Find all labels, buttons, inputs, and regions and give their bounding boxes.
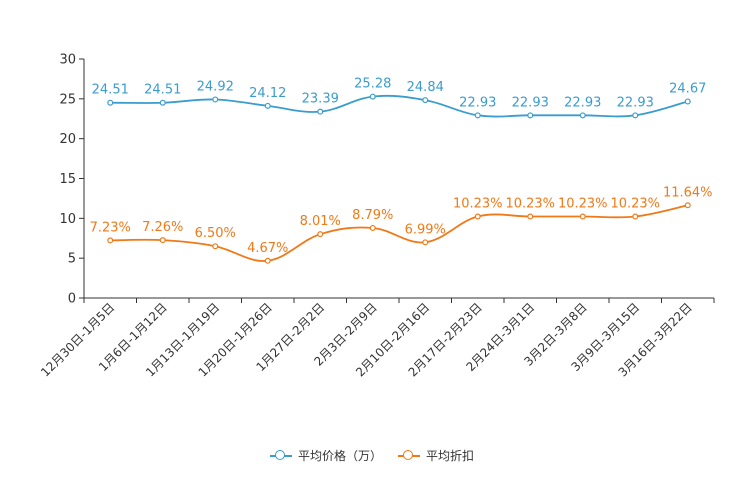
discount-data-label: 8.01% (300, 214, 341, 229)
discount-point (422, 239, 429, 246)
discount-point (212, 243, 219, 250)
discount-data-label: 7.26% (142, 220, 183, 235)
price-data-label: 24.51 (144, 83, 181, 98)
discount-data-label: 7.23% (90, 220, 131, 235)
price-point (579, 112, 586, 119)
discount-point (474, 213, 481, 220)
price-point (159, 99, 166, 106)
legend-price-marker-icon (269, 449, 292, 461)
price-data-label: 24.51 (92, 83, 129, 98)
discount-point (107, 237, 114, 244)
price-series-line (110, 94, 688, 118)
discount-point (369, 224, 376, 231)
y-tick-label: 10 (59, 212, 76, 227)
discount-data-label: 6.99% (405, 222, 446, 237)
y-tick-label: 0 (68, 292, 76, 307)
price-data-label: 24.67 (669, 81, 706, 96)
price-data-label: 22.93 (564, 95, 601, 110)
price-data-label: 22.93 (459, 95, 496, 110)
discount-point (632, 213, 639, 220)
legend: 平均价格（万） 平均折扣 (0, 445, 744, 465)
discount-data-label: 10.23% (610, 197, 660, 212)
price-point (422, 97, 429, 104)
legend-discount-marker-icon (398, 449, 420, 461)
discount-point (579, 213, 586, 220)
discount-point (317, 231, 324, 238)
y-tick-label: 5 (68, 252, 76, 267)
discount-data-label: 10.23% (453, 197, 503, 212)
price-point (212, 96, 219, 103)
price-data-label: 22.93 (617, 95, 654, 110)
legend-discount-label: 平均折扣 (426, 448, 475, 463)
price-data-label: 22.93 (512, 95, 549, 110)
price-point (264, 102, 271, 109)
price-point (527, 112, 534, 119)
price-point (369, 93, 376, 100)
discount-data-label: 10.23% (505, 197, 555, 212)
price-point (107, 99, 114, 106)
price-data-label: 24.92 (197, 79, 234, 94)
y-tick-label: 25 (59, 92, 76, 107)
discount-series-line (110, 204, 688, 262)
legend-item-price[interactable]: 平均价格（万） (269, 447, 382, 464)
price-data-label: 24.84 (407, 80, 444, 95)
discount-data-label: 11.64% (663, 185, 713, 200)
legend-item-discount[interactable]: 平均折扣 (398, 447, 474, 464)
discount-point (159, 237, 166, 244)
price-point (317, 108, 324, 115)
price-point (684, 98, 691, 105)
discount-data-label: 10.23% (558, 197, 608, 212)
y-tick-label: 15 (59, 172, 76, 187)
legend-price-label: 平均价格（万） (297, 448, 382, 463)
price-data-label: 23.39 (302, 92, 339, 107)
price-data-label: 25.28 (354, 77, 391, 92)
discount-data-label: 4.67% (247, 241, 288, 256)
y-tick-label: 30 (59, 53, 76, 68)
discount-data-label: 6.50% (195, 226, 236, 241)
discount-point (264, 257, 271, 264)
price-point (632, 112, 639, 119)
discount-data-label: 8.79% (352, 208, 393, 223)
discount-point (684, 202, 691, 209)
price-point (474, 112, 481, 119)
price-data-label: 24.12 (249, 86, 286, 101)
discount-point (527, 213, 534, 220)
y-tick-label: 20 (59, 132, 76, 147)
